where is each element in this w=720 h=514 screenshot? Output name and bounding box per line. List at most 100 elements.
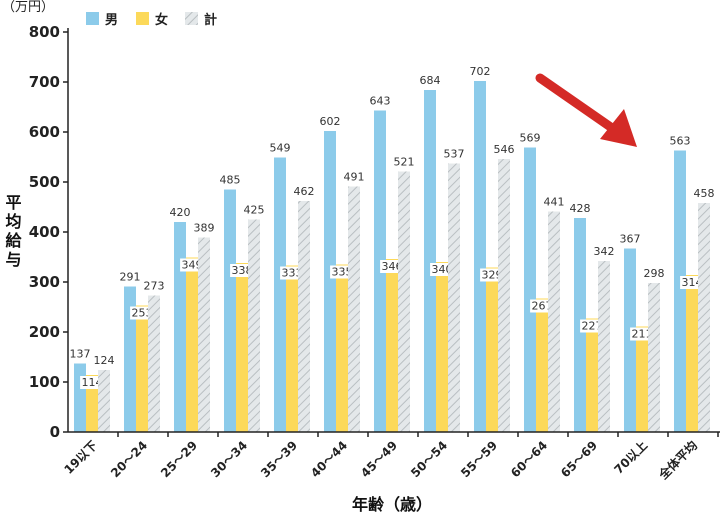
bar-total bbox=[448, 163, 460, 432]
bar-total bbox=[198, 237, 210, 432]
data-label-total: 298 bbox=[644, 267, 665, 280]
data-label-bg bbox=[530, 299, 554, 313]
bar-male bbox=[624, 248, 636, 432]
data-label-male: 602 bbox=[320, 115, 341, 128]
data-label-bg bbox=[180, 258, 204, 272]
bar-female bbox=[286, 265, 298, 432]
data-label-total: 342 bbox=[594, 245, 615, 258]
data-label-bg bbox=[330, 265, 354, 279]
y-unit-label: （万円） bbox=[2, 0, 54, 15]
y-tick-label: 500 bbox=[29, 173, 60, 191]
bar-total bbox=[348, 186, 360, 432]
data-label-bg bbox=[580, 319, 604, 333]
bar-female bbox=[236, 263, 248, 432]
bar-female bbox=[686, 275, 698, 432]
data-label-male: 367 bbox=[620, 233, 641, 246]
data-label-male: 485 bbox=[220, 174, 241, 187]
x-category-label: 40～44 bbox=[308, 438, 350, 480]
bar-male bbox=[674, 150, 686, 432]
data-label-total: 389 bbox=[194, 222, 215, 235]
x-category-label: 20～24 bbox=[108, 438, 150, 480]
data-label-total: 458 bbox=[694, 187, 715, 200]
data-label-male: 684 bbox=[420, 74, 441, 87]
bar-total bbox=[598, 261, 610, 432]
bar-male bbox=[324, 131, 336, 432]
bar-male bbox=[474, 81, 486, 432]
legend-label-total: 計 bbox=[204, 12, 217, 28]
x-category-label: 25～29 bbox=[158, 438, 200, 480]
y-tick-label: 200 bbox=[29, 323, 60, 341]
data-label-female: 338 bbox=[232, 264, 253, 277]
bar-male bbox=[74, 363, 86, 432]
data-label-male: 428 bbox=[570, 202, 591, 215]
legend-label-male: 男 bbox=[105, 13, 118, 28]
data-label-female: 340 bbox=[432, 263, 453, 276]
y-tick-label: 700 bbox=[29, 73, 60, 91]
bar-total bbox=[148, 295, 160, 432]
data-label-bg bbox=[380, 260, 404, 273]
data-label-female: 329 bbox=[482, 269, 503, 282]
data-label-bg bbox=[280, 266, 304, 280]
bar-female bbox=[636, 326, 648, 432]
y-tick-label: 100 bbox=[29, 373, 60, 391]
x-category-label: 19以下 bbox=[61, 438, 100, 477]
x-category-label: 70以上 bbox=[611, 438, 650, 477]
bar-male bbox=[224, 189, 236, 432]
bar-total bbox=[248, 219, 260, 432]
data-label-male: 291 bbox=[120, 271, 141, 284]
bars: 137 114 124 291 253 273 420 349 389 485 338 425 549 3… bbox=[70, 65, 715, 432]
legend-label-female: 女 bbox=[155, 12, 168, 28]
bar-female bbox=[536, 298, 548, 432]
bar-female bbox=[586, 318, 598, 432]
y-tick-label: 300 bbox=[29, 273, 60, 291]
y-tick-label: 600 bbox=[29, 123, 60, 141]
data-label-male: 563 bbox=[670, 135, 691, 148]
y-tick-label: 400 bbox=[29, 223, 60, 241]
data-label-male: 569 bbox=[520, 132, 541, 145]
x-category-label: 30～34 bbox=[208, 438, 250, 480]
data-label-total: 425 bbox=[244, 204, 265, 217]
data-label-male: 137 bbox=[70, 348, 91, 361]
data-label-total: 491 bbox=[344, 171, 365, 184]
x-category-label: 50～54 bbox=[408, 438, 450, 480]
x-category-label: 全体平均 bbox=[655, 438, 700, 483]
y-axis-title: 平均給与 bbox=[3, 194, 22, 270]
bar-total bbox=[648, 283, 660, 432]
data-label-bg bbox=[680, 276, 704, 289]
legend-swatch-total bbox=[185, 12, 198, 25]
bar-male bbox=[274, 157, 286, 432]
data-label-total: 124 bbox=[94, 354, 115, 367]
data-label-female: 314 bbox=[682, 276, 703, 289]
x-axis: 19以下 20～24 25～29 30～34 35～39 40～44 45～49 50～54 5… bbox=[61, 431, 720, 483]
x-category-label: 45～49 bbox=[358, 438, 400, 480]
data-label-bg bbox=[130, 306, 154, 320]
data-label-female: 211 bbox=[632, 328, 653, 341]
data-label-total: 441 bbox=[544, 196, 565, 209]
data-label-female: 346 bbox=[382, 260, 403, 273]
annotation-arrow bbox=[535, 73, 637, 147]
data-label-female: 114 bbox=[82, 376, 103, 389]
bar-female bbox=[386, 259, 398, 432]
bar-male bbox=[524, 147, 536, 432]
legend-swatch-female bbox=[136, 12, 149, 25]
bar-total bbox=[548, 211, 560, 432]
data-label-total: 521 bbox=[394, 156, 415, 169]
bar-total bbox=[398, 171, 410, 432]
bar-female bbox=[86, 375, 98, 432]
data-label-bg bbox=[480, 268, 504, 282]
bar-total bbox=[298, 201, 310, 432]
data-label-male: 702 bbox=[470, 65, 491, 78]
x-category-label: 35～39 bbox=[258, 438, 300, 480]
bar-female bbox=[136, 305, 148, 432]
x-category-label: 65～69 bbox=[558, 438, 600, 480]
bar-total bbox=[98, 370, 110, 432]
data-label-female: 333 bbox=[282, 267, 303, 280]
y-axis: 0 100 200 300 400 500 600 700 800 bbox=[29, 23, 69, 441]
x-axis-title: 年齢（歳） bbox=[352, 495, 432, 514]
legend: 男 女 計 bbox=[86, 12, 217, 28]
bar-total bbox=[698, 203, 710, 432]
data-label-bg bbox=[430, 263, 454, 276]
data-label-female: 253 bbox=[132, 307, 153, 320]
data-label-total: 273 bbox=[144, 280, 165, 293]
bar-total bbox=[498, 159, 510, 432]
